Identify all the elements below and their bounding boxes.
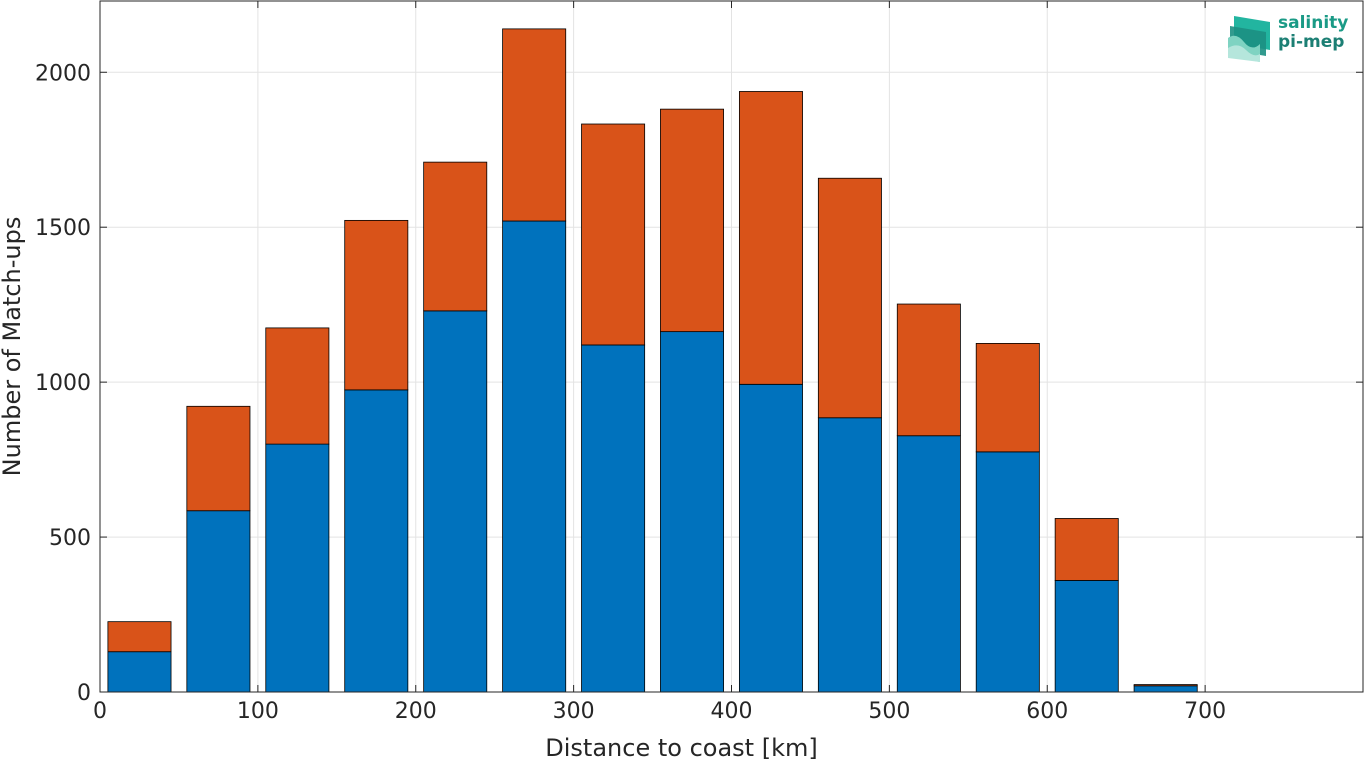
bar-series-2 <box>738 91 803 385</box>
y-tick-label: 0 <box>77 681 91 706</box>
bar-series-2 <box>660 108 725 333</box>
bar-series-1 <box>502 220 567 693</box>
bar-series-1 <box>186 510 251 693</box>
bar-series-2 <box>1054 518 1119 581</box>
bar-series-2 <box>344 219 409 391</box>
bar-series-2 <box>581 123 646 346</box>
y-tick-label: 2000 <box>35 61 91 86</box>
bar-series-1 <box>423 310 488 693</box>
y-tick-label: 500 <box>49 526 91 551</box>
bar-series-1 <box>896 435 961 693</box>
bar-series-2 <box>1133 684 1198 687</box>
logo-line-2: pi-mep <box>1278 32 1345 52</box>
salinity-pi-mep-logo: salinity pi-mep <box>1226 14 1358 64</box>
bar-series-1 <box>1133 685 1198 693</box>
x-tick-label: 100 <box>237 699 279 724</box>
x-tick-label: 200 <box>395 699 437 724</box>
x-tick-label: 400 <box>711 699 753 724</box>
x-tick-label: 0 <box>93 699 107 724</box>
bar-series-1 <box>975 451 1040 693</box>
bar-series-2 <box>265 327 330 445</box>
x-axis-label: Distance to coast [km] <box>545 734 817 761</box>
bar-series-2 <box>975 343 1040 453</box>
bar-series-1 <box>265 443 330 693</box>
bar-series-2 <box>817 177 882 419</box>
y-axis-label: Number of Match-ups <box>0 217 26 477</box>
x-tick-label: 600 <box>1026 699 1068 724</box>
bar-series-2 <box>107 621 172 653</box>
bar-series-1 <box>660 331 725 693</box>
bar-series-1 <box>1054 580 1119 693</box>
bar-series-2 <box>896 303 961 437</box>
wave-logo-icon <box>1228 16 1270 62</box>
bar-series-1 <box>344 389 409 693</box>
x-tick-label: 500 <box>868 699 910 724</box>
x-tick-label: 700 <box>1184 699 1226 724</box>
y-tick-label: 1000 <box>35 371 91 396</box>
logo-line-1: salinity <box>1278 13 1349 33</box>
bar-series-2 <box>502 28 567 222</box>
x-tick-label: 300 <box>553 699 595 724</box>
bar-series-2 <box>423 161 488 312</box>
bar-series-1 <box>817 417 882 693</box>
bar-series-1 <box>107 651 172 693</box>
bar-series-1 <box>738 383 803 693</box>
y-tick-label: 1500 <box>35 216 91 241</box>
bar-series-1 <box>581 344 646 693</box>
bar-series-2 <box>186 405 251 512</box>
